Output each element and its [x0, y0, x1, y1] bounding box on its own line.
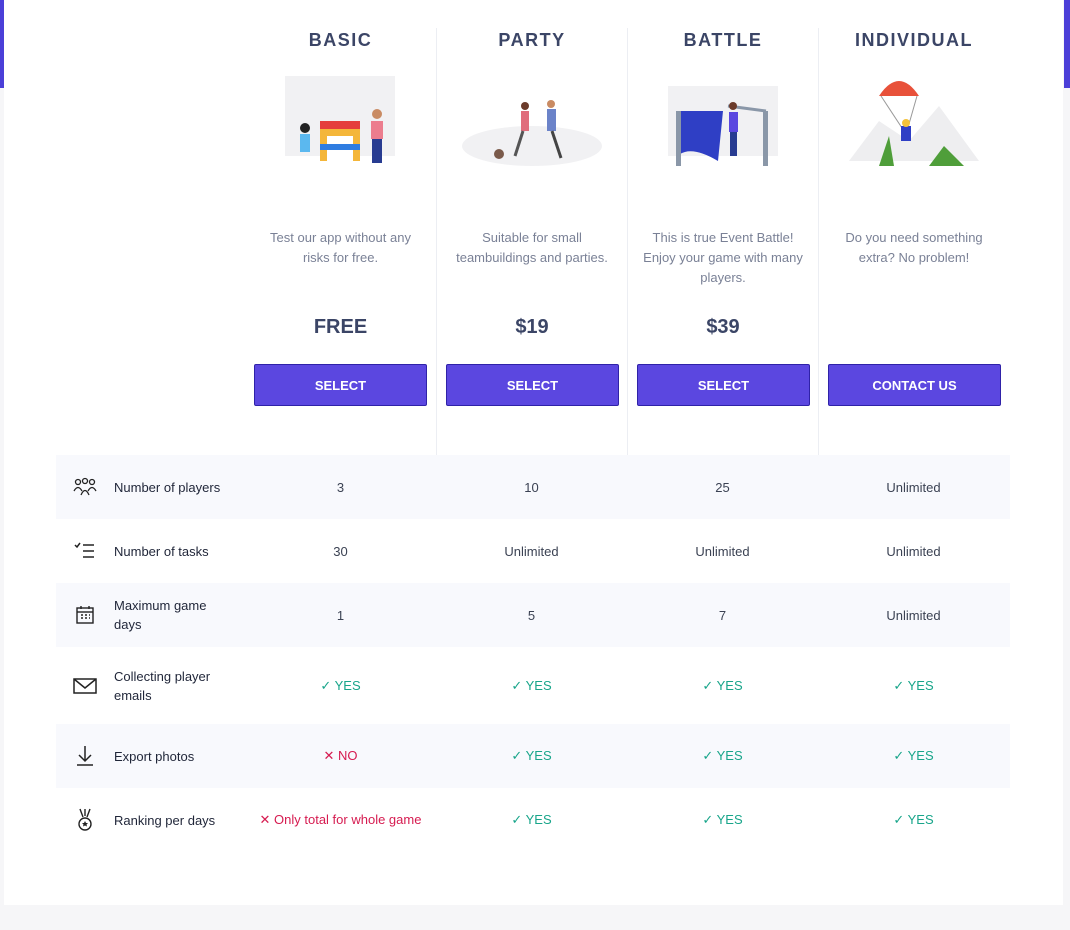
feature-value: ✓ YES: [320, 677, 361, 693]
feature-value: ✓ YES: [702, 812, 743, 827]
plan-illustration: [668, 86, 778, 166]
feature-row: Collecting player emails ✓ YES ✓ YES ✓ YES ✓…: [56, 647, 1010, 724]
plan-illustration: [462, 100, 602, 166]
feature-value: Unlimited: [886, 479, 941, 495]
feature-value: ✓ YES: [511, 677, 552, 693]
feature-value: ✕ NO: [323, 748, 358, 763]
feature-label: Export photos: [114, 748, 195, 764]
plan-illustration: [285, 76, 395, 163]
feature-row: Number of tasks 30 Unlimited Unlimited Unlim…: [56, 519, 1010, 583]
plan-description: This is true Event Battle! Enjoy your ga…: [643, 230, 803, 285]
task-list-icon: [56, 541, 114, 561]
feature-value: ✓ YES: [511, 748, 552, 763]
feature-value: 3: [336, 479, 345, 495]
feature-value: ✓ YES: [893, 748, 934, 763]
plan-column-battle: BATTLE This is true Event Battle! Enjoy …: [627, 28, 818, 455]
feature-value: Unlimited: [695, 543, 750, 559]
feature-value: ✓ YES: [511, 812, 552, 827]
select-button[interactable]: SELECT: [254, 364, 427, 406]
feature-value: Unlimited: [886, 543, 941, 559]
plan-price: $39: [706, 316, 740, 338]
feature-value: 10: [524, 479, 539, 495]
plan-column-basic: BASIC Test our app without any risks for…: [245, 28, 436, 455]
plan-price: $19: [515, 316, 549, 338]
feature-value: ✓ YES: [893, 677, 934, 693]
feature-value: ✕ Only total for whole game: [259, 812, 422, 827]
plan-column-party: PARTY Suitable for small teambuildings a…: [436, 28, 627, 455]
plan-description: Suitable for small teambuildings and par…: [456, 230, 608, 265]
feature-value: 1: [336, 607, 345, 623]
feature-label: Maximum game days: [114, 598, 207, 632]
feature-value: ✓ YES: [702, 748, 743, 763]
feature-value: Unlimited: [886, 607, 941, 623]
feature-value: Unlimited: [504, 543, 559, 559]
left-edge-bar: [0, 0, 4, 88]
feature-value: ✓ YES: [702, 677, 743, 693]
feature-row: Maximum game days 1 5 7 Unlimited: [56, 583, 1010, 647]
calendar-icon: [56, 605, 114, 625]
feature-value: 5: [527, 607, 536, 623]
medal-icon: [56, 808, 114, 832]
feature-value: 7: [718, 607, 727, 623]
feature-value: 25: [715, 479, 730, 495]
feature-label: Number of tasks: [114, 543, 209, 559]
feature-label: Collecting player emails: [114, 668, 211, 703]
download-icon: [56, 745, 114, 767]
select-button[interactable]: SELECT: [446, 364, 619, 406]
users-icon: [56, 477, 114, 497]
plan-description: Do you need something extra? No problem!: [845, 230, 983, 265]
feature-row: Ranking per days ✕ Only total for whole g…: [56, 788, 1010, 852]
feature-row: Export photos ✕ NO ✓ YES ✓ YES ✓ YES: [56, 724, 1010, 788]
plan-title: BATTLE: [683, 30, 763, 50]
contact-us-button[interactable]: CONTACT US: [828, 364, 1001, 406]
feature-label: Ranking per days: [114, 812, 216, 828]
plan-price: FREE: [313, 316, 368, 338]
feature-value: 30: [333, 543, 348, 559]
plan-illustration: [849, 81, 979, 166]
select-button[interactable]: SELECT: [637, 364, 810, 406]
plan-title: INDIVIDUAL: [855, 30, 973, 50]
feature-label: Number of players: [114, 479, 221, 495]
plan-title: PARTY: [498, 30, 566, 50]
right-edge-bar: [1064, 0, 1070, 88]
plan-description: Test our app without any risks for free.: [270, 230, 411, 265]
plan-title: BASIC: [308, 30, 373, 50]
feature-value: ✓ YES: [893, 812, 934, 827]
plan-column-individual: INDIVIDUAL Do you need something extra? …: [818, 28, 1009, 455]
feature-row: Number of players 3 10 25 Unlimited: [56, 455, 1010, 519]
envelope-icon: [56, 677, 114, 695]
